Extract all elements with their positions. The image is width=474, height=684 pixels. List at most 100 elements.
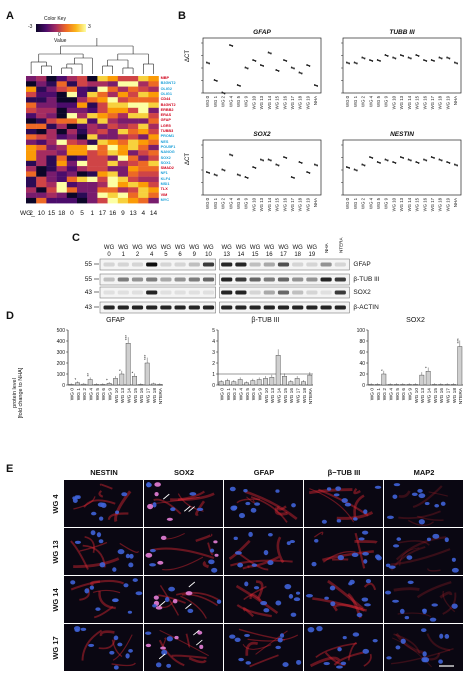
blot-band xyxy=(175,278,186,282)
heatmap-cell xyxy=(57,113,67,119)
heatmap-cell xyxy=(148,103,158,109)
heatmap-cell xyxy=(46,113,56,119)
lane-label-number: 6 xyxy=(178,252,182,258)
if-image-panel xyxy=(304,624,383,671)
x-tick-label: WG 10 xyxy=(414,388,420,403)
heatmap-cell xyxy=(26,92,36,98)
nucleus xyxy=(97,532,101,537)
bar xyxy=(94,384,98,385)
heatmap-cell xyxy=(36,161,46,167)
heatmap-cell xyxy=(138,134,148,140)
heatmap-cell xyxy=(87,92,97,98)
nucleus xyxy=(353,632,359,636)
nucleus xyxy=(129,554,133,559)
x-tick-label: WG 13 xyxy=(399,95,404,109)
x-tick-label: WG 18 xyxy=(298,95,303,109)
blot-band xyxy=(203,278,214,282)
nucleus xyxy=(199,645,203,649)
if-image-panel xyxy=(144,528,223,575)
nucleus xyxy=(154,492,158,496)
bar xyxy=(295,378,299,385)
nucleus xyxy=(187,609,193,613)
heatmap-cell xyxy=(57,108,67,114)
nucleus xyxy=(341,662,347,665)
lane-label-number: 9 xyxy=(193,252,197,258)
lane-label: NTERA xyxy=(338,236,343,253)
heatmap-cell xyxy=(46,76,56,82)
heatmap-cell xyxy=(97,92,107,98)
x-tick-label: WG 5 xyxy=(245,388,251,401)
nucleus xyxy=(95,607,100,611)
nucleus xyxy=(311,562,316,567)
x-tick-label: WG 17 xyxy=(290,95,295,109)
nucleus xyxy=(90,586,94,590)
heatmap-cell xyxy=(97,118,107,124)
nucleus xyxy=(342,498,348,503)
if-column-header: NESTIN xyxy=(90,468,118,477)
bar xyxy=(394,384,398,385)
heatmap-cell xyxy=(46,182,56,188)
heatmap-cell xyxy=(26,129,36,135)
nucleus xyxy=(386,656,391,659)
x-tick-label: WG 0 xyxy=(345,197,350,209)
heatmap-cell xyxy=(46,92,56,98)
heatmap-cell xyxy=(36,81,46,87)
x-tick-label: WG 9 xyxy=(244,197,249,209)
nucleus xyxy=(154,482,161,487)
heatmap-cell xyxy=(97,129,107,135)
x-tick-label: WG 14 xyxy=(426,388,432,403)
x-tick-label: WG 9 xyxy=(257,388,263,401)
nucleus xyxy=(366,579,371,583)
nucleus xyxy=(337,647,342,651)
blot-band xyxy=(306,291,317,295)
heatmap-cell xyxy=(138,145,148,151)
x-tick-label: WG 2 xyxy=(382,388,388,401)
heatmap-cell xyxy=(138,81,148,87)
blot-band xyxy=(335,306,346,310)
if-column-header: SOX2 xyxy=(174,468,194,477)
heatmap-cell xyxy=(46,187,56,193)
nucleus xyxy=(434,504,439,508)
heatmap-cell xyxy=(36,182,46,188)
heatmap-cell xyxy=(128,166,138,172)
bar xyxy=(244,383,248,385)
heatmap-cell xyxy=(138,140,148,146)
heatmap-cell xyxy=(87,108,97,114)
heatmap-cell xyxy=(128,171,138,177)
heatmap-cell xyxy=(108,87,118,93)
heatmap-cell xyxy=(118,81,128,87)
nucleus xyxy=(235,551,242,555)
bar xyxy=(420,375,424,385)
heatmap-cell xyxy=(138,171,148,177)
nucleus xyxy=(115,510,119,514)
nucleus xyxy=(422,651,426,656)
blot-band xyxy=(189,306,200,310)
heatmap-cell xyxy=(97,108,107,114)
lane-label-number: 14 xyxy=(238,252,245,258)
blot-band xyxy=(321,263,332,267)
bar xyxy=(257,380,261,386)
bar xyxy=(238,380,242,386)
heatmap-cell xyxy=(97,97,107,103)
nucleus xyxy=(156,606,163,610)
heatmap-cell xyxy=(36,129,46,135)
x-tick-label: WG 4 xyxy=(228,197,233,209)
heatmap-cell xyxy=(46,129,56,135)
heatmap-cell xyxy=(46,81,56,87)
if-row-label: WG 14 xyxy=(51,588,60,612)
heatmap-cell xyxy=(57,193,67,199)
heatmap-cell xyxy=(77,113,87,119)
x-tick-label: WG 4 xyxy=(228,95,233,107)
heatmap-cell xyxy=(128,118,138,124)
lane-label-number: 16 xyxy=(266,252,273,258)
x-tick-label: WG 0 xyxy=(369,388,375,401)
heatmap-cell xyxy=(87,134,97,140)
bar xyxy=(107,383,111,385)
heatmap-cell xyxy=(36,171,46,177)
nucleus xyxy=(70,580,75,584)
lane-label: NHA xyxy=(324,242,329,253)
nucleus xyxy=(373,639,378,642)
heatmap-cell xyxy=(67,145,77,151)
heatmap-cell xyxy=(118,92,128,98)
heatmap-cell xyxy=(148,187,158,193)
